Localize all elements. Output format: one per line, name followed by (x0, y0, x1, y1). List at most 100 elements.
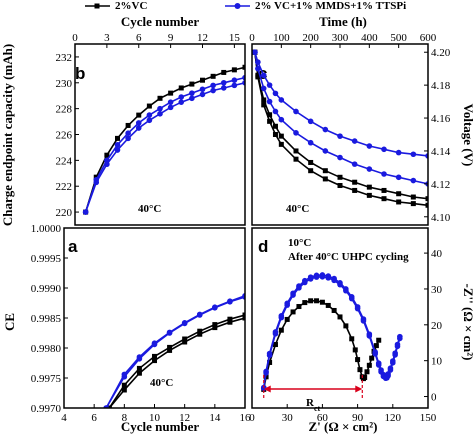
panel-a-point (182, 336, 188, 342)
panel-c-point (255, 65, 261, 72)
panel-b-point (167, 99, 174, 105)
panel-a-point (227, 319, 233, 325)
panel-a-point (197, 331, 203, 337)
panel-a-series-line (105, 296, 245, 408)
panel-a-ytick-label: 0.9975 (31, 373, 62, 385)
panel-b-point (210, 87, 216, 94)
panel-d-point (296, 285, 302, 291)
panel-b-point (146, 112, 153, 118)
panel-d-point (372, 351, 379, 357)
panel-b-point (125, 122, 131, 128)
panel-b-point (168, 90, 174, 96)
panel-c-point (266, 98, 273, 105)
panel-b-point (220, 79, 227, 86)
panel-d-point (387, 367, 394, 373)
panel-c-point (381, 187, 387, 193)
panel-a-xtick-label: 16 (240, 412, 252, 424)
panel-c-xtick-label: 200 (302, 32, 319, 44)
panel-c-point (352, 179, 358, 185)
panel-c-ytick-label: 4.10 (431, 212, 451, 224)
panel-d-temperature: 10°C (288, 237, 311, 249)
panel-a-x-axis-label: Cycle number (121, 419, 200, 434)
panel-d-point (357, 367, 363, 373)
panel-d-point (278, 314, 285, 321)
panel-b-point (189, 90, 195, 96)
panel-c-temperature: 40°C (286, 203, 309, 215)
panel-c-series-line (254, 52, 428, 200)
panel-c-point (351, 138, 358, 144)
panel-a-ytick-label: 0.9990 (31, 283, 62, 295)
panel-c-xtick-label: 100 (273, 32, 290, 44)
panel-c-ytick-label: 4.20 (431, 47, 451, 59)
panel-d-point (369, 355, 375, 361)
panel-d-point (343, 287, 349, 294)
panel-c-point (272, 123, 278, 129)
panel-c-point (351, 161, 358, 167)
panel-b-point (93, 179, 100, 186)
panel-d-point (343, 323, 349, 329)
panel-c-ytick-label: 4.16 (431, 113, 451, 125)
panel-b-xtick-label: 0 (72, 32, 78, 44)
panel-c-point (396, 199, 402, 205)
panel-c-series-group (252, 49, 428, 208)
panel-d-point (314, 298, 320, 304)
panel-d-point (373, 343, 379, 349)
panel-c-point (410, 201, 416, 207)
panel-d-xtick-label: 30 (282, 412, 294, 424)
panel-c-point (366, 143, 373, 149)
panel-b-xtick-label: 6 (136, 32, 142, 44)
panel-d-series-group (260, 272, 403, 392)
panel-c-y-axis-label: Voltage (V) (461, 104, 474, 167)
panel-d-point (331, 307, 337, 313)
panel-a-point (227, 316, 233, 322)
panel-a-temperature: 40°C (150, 377, 173, 389)
panel-c-point (293, 156, 299, 162)
panel-b-point (146, 103, 152, 109)
panel-b-point (200, 77, 205, 83)
panel-a-point (121, 374, 128, 380)
panel-b-point (114, 142, 121, 148)
panel-a-point (136, 365, 142, 371)
panel-b-xtick-label: 15 (229, 32, 241, 44)
panel-d-point (284, 302, 291, 308)
panel-d-point (296, 304, 302, 310)
panel-a-series-line (108, 314, 245, 408)
panel-c-point (395, 149, 402, 156)
panel-c-point (266, 82, 273, 88)
panel-c-point (272, 108, 279, 115)
panel-d-point (325, 275, 332, 281)
panel-d-ytick-label: 0 (431, 392, 437, 404)
panel-c-point (395, 174, 402, 181)
panel-b-point (210, 82, 216, 89)
panel-a-series-group (103, 293, 245, 408)
panel-d-point (360, 318, 367, 324)
panel-b-xtick-label: 12 (197, 32, 208, 44)
panel-d-point (348, 295, 355, 302)
panel-b-y-axis-label: Charge endpoint capacity (mAh) (0, 44, 15, 226)
panel-c-point (425, 202, 428, 208)
panel-c-point (278, 116, 285, 123)
panel-c-point (278, 133, 284, 139)
panel-c-point (261, 102, 267, 108)
panel-a-point (182, 339, 188, 345)
panel-d-ytick-label: 30 (431, 284, 443, 296)
panel-d-x-axis-label: Z' (Ω × cm²) (308, 419, 377, 434)
panel-a-xtick-label: 14 (209, 412, 221, 424)
panel-b-ytick-label: 228 (56, 104, 73, 116)
panel-b-xtick-label: 3 (104, 32, 110, 44)
panel-a-xtick-label: 10 (149, 412, 161, 424)
panel-b-point (242, 64, 245, 70)
panel-b-point (189, 81, 195, 87)
panel-a-point (212, 325, 218, 331)
panel-a-xtick-label: 12 (179, 412, 190, 424)
panel-b-point (114, 147, 121, 153)
panel-c-point (255, 72, 261, 78)
panel-a-point (227, 299, 233, 305)
panel-c-point (308, 159, 314, 165)
panel-c-point (293, 148, 299, 154)
panel-c-point (337, 133, 343, 139)
panel-d-point (397, 335, 403, 342)
panel-d-point (337, 314, 343, 320)
panel-d-point (354, 305, 361, 312)
panel-a-point (242, 315, 245, 321)
